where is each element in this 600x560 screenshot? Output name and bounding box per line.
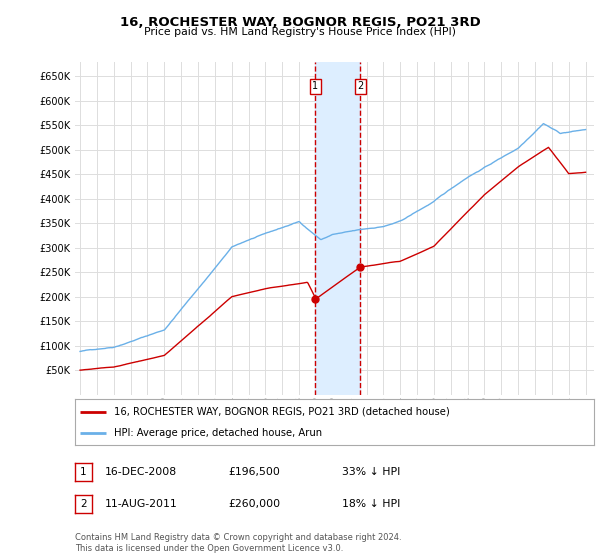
Text: £196,500: £196,500 — [228, 467, 280, 477]
Text: 18% ↓ HPI: 18% ↓ HPI — [342, 499, 400, 509]
Text: 2: 2 — [80, 499, 87, 509]
Text: 33% ↓ HPI: 33% ↓ HPI — [342, 467, 400, 477]
Text: HPI: Average price, detached house, Arun: HPI: Average price, detached house, Arun — [114, 428, 322, 438]
Text: 16-DEC-2008: 16-DEC-2008 — [105, 467, 177, 477]
Text: 2: 2 — [357, 81, 363, 91]
Text: £260,000: £260,000 — [228, 499, 280, 509]
Text: 16, ROCHESTER WAY, BOGNOR REGIS, PO21 3RD (detached house): 16, ROCHESTER WAY, BOGNOR REGIS, PO21 3R… — [114, 407, 449, 417]
Text: 16, ROCHESTER WAY, BOGNOR REGIS, PO21 3RD: 16, ROCHESTER WAY, BOGNOR REGIS, PO21 3R… — [119, 16, 481, 29]
Text: Contains HM Land Registry data © Crown copyright and database right 2024.
This d: Contains HM Land Registry data © Crown c… — [75, 533, 401, 553]
Bar — [315, 62, 360, 395]
Text: 11-AUG-2011: 11-AUG-2011 — [105, 499, 178, 509]
Text: 1: 1 — [80, 467, 87, 477]
Text: 1: 1 — [312, 81, 319, 91]
Text: Price paid vs. HM Land Registry's House Price Index (HPI): Price paid vs. HM Land Registry's House … — [144, 27, 456, 37]
